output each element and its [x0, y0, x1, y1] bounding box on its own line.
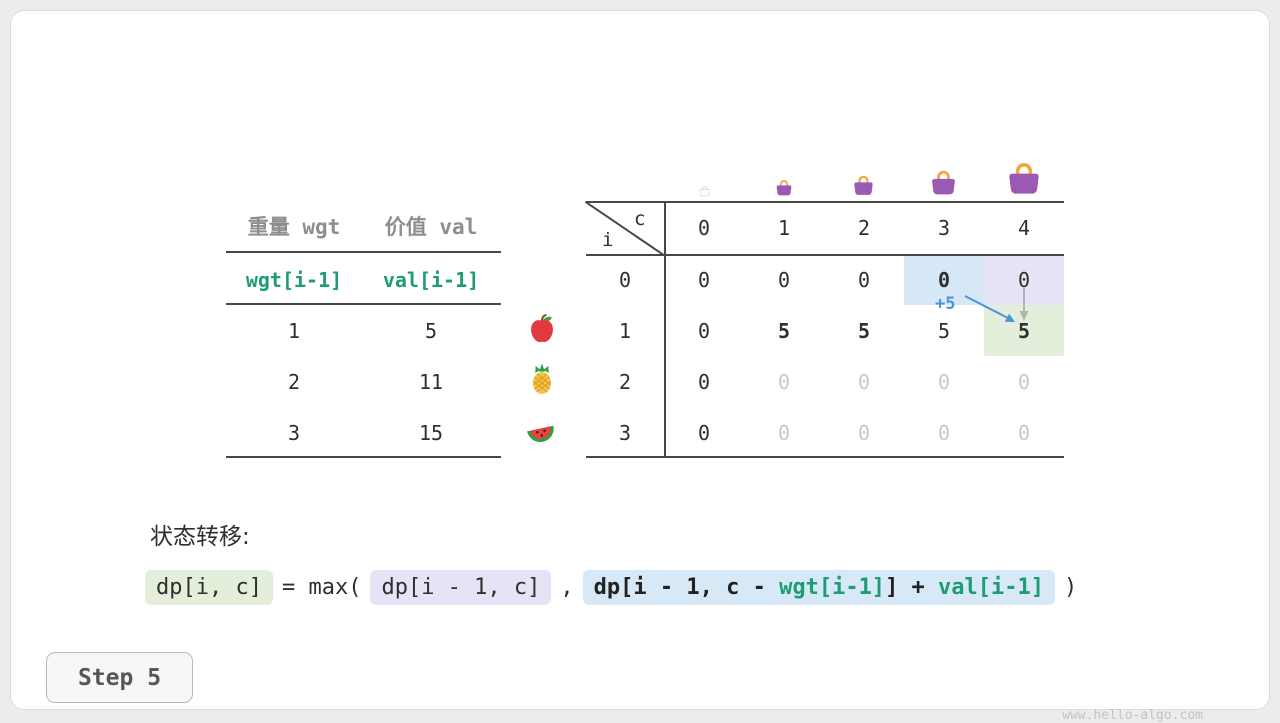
- item-table-symbol-wgt: wgt[i-1]: [245, 268, 343, 292]
- take-option-arrow-icon: [964, 295, 1015, 322]
- formula-separator: ,: [560, 575, 574, 600]
- formula-lhs-dp-cell: dp[i, c]: [145, 570, 273, 605]
- dp-table-column-divider: [664, 201, 666, 457]
- transition-title: 状态转移:: [150, 524, 250, 550]
- formula-take-mid: ] +: [885, 575, 939, 600]
- dp-cell-0-2: 0: [857, 267, 871, 292]
- bag-capacity-2-icon: [854, 175, 873, 195]
- formula-take-val: val[i-1]: [938, 575, 1045, 600]
- dp-cell-0-3-source-take: 0: [904, 254, 984, 305]
- dp-cell-3-3: 0: [937, 420, 951, 445]
- dp-cell-1-2: 5: [857, 318, 871, 343]
- item-table-symbol-val: val[i-1]: [382, 268, 480, 292]
- bag-capacity-1-icon: [776, 180, 792, 196]
- item-value-2: 11: [418, 370, 444, 394]
- formula-operator: = max(: [281, 575, 362, 600]
- dp-cell-3-1: 0: [777, 420, 791, 445]
- dp-cell-2-0: 0: [697, 369, 711, 394]
- item-table-divider-top: [226, 251, 501, 253]
- formula-option-keep: dp[i - 1, c]: [370, 570, 552, 605]
- dp-row-header-3: 3: [618, 420, 632, 445]
- keep-option-arrow-icon: [1019, 288, 1029, 321]
- bag-capacity-0-icon: [699, 186, 710, 197]
- formula-option-take: dp[i - 1, c - wgt[i-1]] + val[i-1]: [582, 570, 1056, 605]
- dp-cell-3-2: 0: [857, 420, 871, 445]
- dp-cell-2-1: 0: [777, 369, 791, 394]
- figure-card: 重量 wgt 价值 val wgt[i-1] val[i-1] 1 5 2 11…: [10, 10, 1270, 723]
- item-weight-2: 2: [287, 370, 301, 394]
- add-value-annotation: +5: [935, 294, 956, 314]
- dp-cell-2-2: 0: [857, 369, 871, 394]
- corner-row-label: i: [602, 229, 614, 251]
- formula-take-wgt: wgt[i-1]: [779, 575, 886, 600]
- formula-take-prefix: dp[i - 1, c -: [593, 575, 780, 600]
- dp-cell-1-1: 5: [777, 318, 791, 343]
- item-table-divider-mid: [226, 303, 501, 305]
- dp-col-header-4: 4: [1017, 215, 1031, 240]
- item-weight-3: 3: [287, 421, 301, 445]
- dp-col-header-3: 3: [937, 215, 951, 240]
- apple-icon: [531, 314, 553, 343]
- dp-table-corner-diagonal: [585, 201, 664, 256]
- item-value-1: 5: [424, 319, 438, 343]
- dp-cell-0-1: 0: [777, 267, 791, 292]
- step-indicator: Step 5: [46, 652, 193, 703]
- dp-cell-2-4: 0: [1017, 369, 1031, 394]
- bag-capacity-3-icon: [932, 170, 955, 195]
- dp-cell-1-3: 5: [937, 318, 951, 343]
- dp-table-bottom-border: [586, 456, 1064, 458]
- transition-formula: dp[i, c] = max( dp[i - 1, c] , dp[i - 1,…: [145, 570, 1077, 605]
- dp-row-header-1: 1: [618, 318, 632, 343]
- dp-col-header-0: 0: [697, 215, 711, 240]
- dp-cell-3-0: 0: [697, 420, 711, 445]
- dp-row-header-0: 0: [618, 267, 632, 292]
- item-table-header-weight: 重量 wgt: [247, 215, 341, 239]
- dp-col-header-1: 1: [777, 215, 791, 240]
- dp-col-header-2: 2: [857, 215, 871, 240]
- item-weight-1: 1: [287, 319, 301, 343]
- formula-closing-paren: ): [1064, 575, 1078, 600]
- dp-cell-0-0: 0: [697, 267, 711, 292]
- dp-table-top-border: [586, 201, 1064, 203]
- dp-cell-2-3: 0: [937, 369, 951, 394]
- item-value-3: 15: [418, 421, 444, 445]
- dp-table-header-divider: [586, 254, 1064, 256]
- watermark: www.hello-algo.com: [1062, 708, 1203, 723]
- bag-capacity-4-icon: [1009, 163, 1039, 194]
- item-table-divider-bottom: [226, 456, 501, 458]
- watermelon-icon: [527, 425, 554, 442]
- dp-cell-3-4: 0: [1017, 420, 1031, 445]
- item-table-header-value: 价值 val: [384, 215, 478, 239]
- corner-col-label: c: [634, 208, 646, 230]
- pineapple-icon: [532, 363, 552, 394]
- dp-cell-1-0: 0: [697, 318, 711, 343]
- dp-row-header-2: 2: [618, 369, 632, 394]
